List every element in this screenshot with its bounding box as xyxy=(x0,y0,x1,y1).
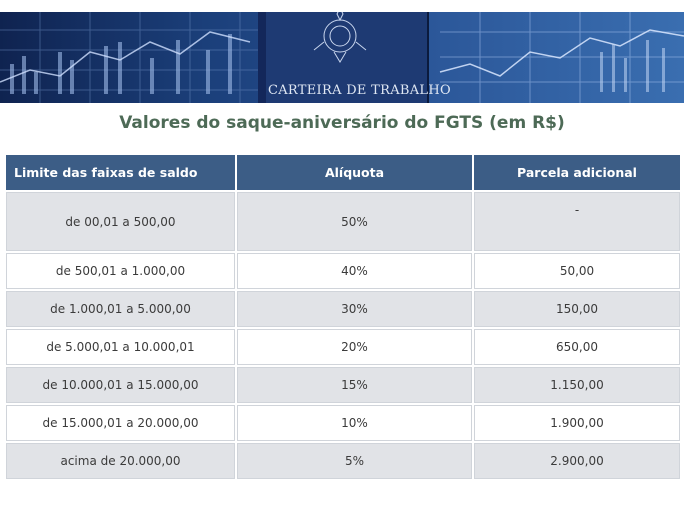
cell-limite: de 500,01 a 1.000,00 xyxy=(6,253,235,289)
cell-parcela: 1.900,00 xyxy=(474,405,680,441)
cell-limite: acima de 20.000,00 xyxy=(6,443,235,479)
cell-limite: de 1.000,01 a 5.000,00 xyxy=(6,291,235,327)
cell-parcela: 650,00 xyxy=(474,329,680,365)
table-header-row: Limite das faixas de saldo Alíquota Parc… xyxy=(6,155,680,190)
cell-aliquota: 20% xyxy=(237,329,472,365)
page-title: Valores do saque-aniversário do FGTS (em… xyxy=(119,113,565,133)
table-row: de 15.000,01 a 20.000,00 10% 1.900,00 xyxy=(6,405,680,441)
table-row: de 5.000,01 a 10.000,01 20% 650,00 xyxy=(6,329,680,365)
table-row: de 10.000,01 a 15.000,00 15% 1.150,00 xyxy=(6,367,680,403)
cell-limite: de 5.000,01 a 10.000,01 xyxy=(6,329,235,365)
table-row: de 1.000,01 a 5.000,00 30% 150,00 xyxy=(6,291,680,327)
cell-parcela: 1.150,00 xyxy=(474,367,680,403)
cell-limite: de 15.000,01 a 20.000,00 xyxy=(6,405,235,441)
banner-graphic xyxy=(0,12,684,103)
cell-aliquota: 5% xyxy=(237,443,472,479)
header-banner: CARTEIRA DE TRABALHO xyxy=(0,12,684,103)
cell-aliquota: 30% xyxy=(237,291,472,327)
header-parcela: Parcela adicional xyxy=(474,155,680,190)
banner-card-label: CARTEIRA DE TRABALHO xyxy=(268,83,451,98)
cell-aliquota: 40% xyxy=(237,253,472,289)
cell-parcela: - xyxy=(474,192,680,251)
cell-parcela: 2.900,00 xyxy=(474,443,680,479)
cell-aliquota: 50% xyxy=(237,192,472,251)
cell-aliquota: 10% xyxy=(237,405,472,441)
header-limite: Limite das faixas de saldo xyxy=(6,155,235,190)
cell-aliquota: 15% xyxy=(237,367,472,403)
header-aliquota: Alíquota xyxy=(237,155,472,190)
table-row: de 00,01 a 500,00 50% - xyxy=(6,192,680,251)
cell-parcela: 50,00 xyxy=(474,253,680,289)
cell-parcela: 150,00 xyxy=(474,291,680,327)
table-row: acima de 20.000,00 5% 2.900,00 xyxy=(6,443,680,479)
cell-limite: de 00,01 a 500,00 xyxy=(6,192,235,251)
fgts-table: Limite das faixas de saldo Alíquota Parc… xyxy=(4,153,682,481)
cell-limite: de 10.000,01 a 15.000,00 xyxy=(6,367,235,403)
table-row: de 500,01 a 1.000,00 40% 50,00 xyxy=(6,253,680,289)
